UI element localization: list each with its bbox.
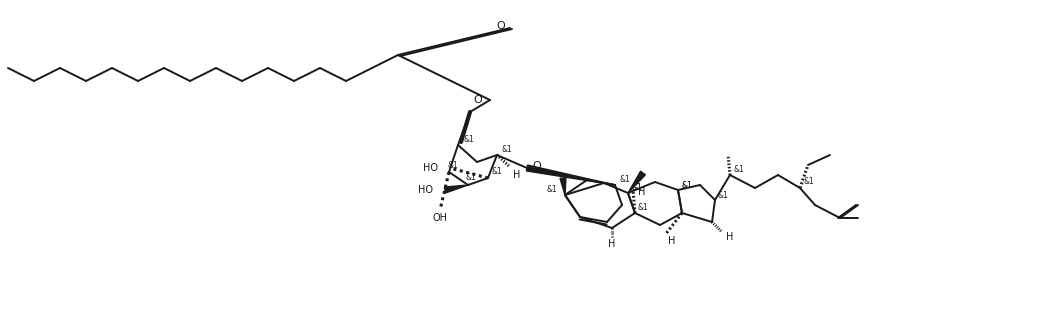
Text: &1: &1 — [631, 183, 642, 192]
Text: H: H — [513, 170, 520, 180]
Text: H: H — [638, 187, 645, 197]
Text: &1: &1 — [502, 146, 513, 155]
Text: O: O — [532, 161, 541, 171]
Text: &1: &1 — [734, 165, 745, 173]
Text: H: H — [609, 239, 616, 249]
Text: OH: OH — [432, 213, 448, 223]
Text: &1: &1 — [464, 136, 475, 145]
Polygon shape — [628, 171, 645, 193]
Polygon shape — [526, 165, 615, 185]
Text: O: O — [473, 95, 482, 105]
Text: &1: &1 — [467, 173, 477, 182]
Text: H: H — [668, 236, 676, 246]
Polygon shape — [445, 185, 468, 193]
Text: HO: HO — [423, 163, 438, 173]
Text: H: H — [726, 232, 733, 242]
Text: &1: &1 — [447, 161, 458, 170]
Text: &1: &1 — [546, 186, 558, 194]
Text: &1: &1 — [681, 181, 691, 189]
Text: &1: &1 — [620, 175, 631, 183]
Polygon shape — [560, 178, 566, 195]
Text: HO: HO — [418, 185, 433, 195]
Text: O: O — [496, 21, 505, 31]
Text: &1: &1 — [681, 181, 691, 189]
Text: &1: &1 — [492, 167, 503, 177]
Text: &1: &1 — [718, 191, 729, 199]
Text: &1: &1 — [638, 203, 649, 213]
Text: &1: &1 — [804, 177, 815, 187]
Text: &1: &1 — [631, 183, 642, 192]
